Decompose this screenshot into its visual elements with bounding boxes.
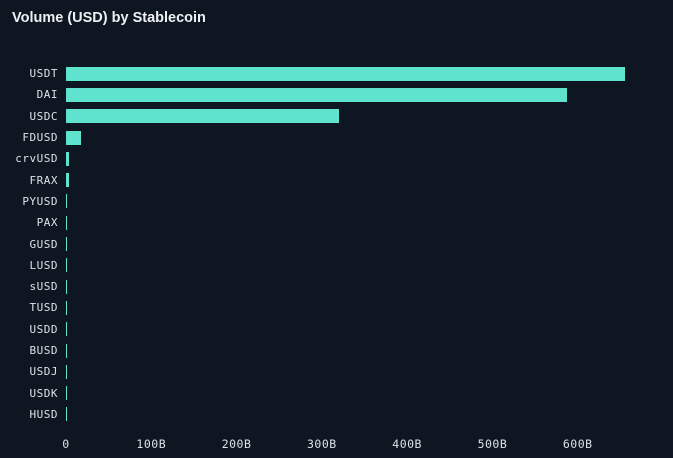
bar-row: GUSD [8,233,663,254]
bar-track [66,343,663,358]
category-label: USDD [29,322,58,336]
bar-PAX[interactable] [66,215,68,230]
bar-track [66,66,663,81]
bar-row: BUSD [8,340,663,361]
category-label: USDK [29,386,58,400]
bar-track [66,237,663,252]
bar-FRAX[interactable] [66,173,69,188]
bar-track [66,300,663,315]
bar-track [66,258,663,273]
x-tick-label: 200B [221,437,252,451]
category-label: sUSD [29,280,58,294]
category-label: USDJ [29,365,58,379]
category-label: FDUSD [22,131,58,145]
bar-track [66,173,663,188]
category-label: BUSD [29,344,58,357]
x-axis: 0 100B 200B 300B 400B 500B 600B [62,430,663,458]
bar-DAI[interactable] [66,87,567,102]
bar-row: HUSD [8,404,663,425]
category-label: HUSD [29,407,58,421]
bar-track [66,364,663,379]
bar-row: crvUSD [8,148,663,169]
bar-row: USDD [8,319,663,340]
bar-FDUSD[interactable] [66,130,82,145]
bar-row: FRAX [8,169,663,190]
category-label: TUSD [29,301,58,315]
x-tick-label: 300B [306,437,337,451]
x-tick-label: 500B [477,437,508,451]
category-label: GUSD [29,237,58,251]
category-label: crvUSD [15,152,58,166]
bar-track [66,279,663,294]
bar-row: FDUSD [8,127,663,148]
bar-row: USDT [8,63,663,84]
bar-USDD[interactable] [66,322,67,337]
bar-track [66,215,663,230]
category-label: USDT [29,67,58,81]
bar-LUSD[interactable] [66,258,67,273]
bar-track [66,322,663,337]
bar-row: PYUSD [8,191,663,212]
chart-title: Volume (USD) by Stablecoin [12,10,206,26]
category-label: DAI [36,88,58,102]
bar-row: PAX [8,212,663,233]
bar-track [66,194,663,209]
bar-track [66,130,663,145]
bar-PYUSD[interactable] [66,194,68,209]
plot-area: USDT DAI USDC FDUSD crvUSD FRAX PYUSD PAX GUSD LU… [8,63,663,430]
bar-row: DAI [8,84,663,105]
bar-row: USDK [8,382,663,403]
x-tick-label: 100B [136,437,167,451]
bar-sUSD[interactable] [66,279,67,294]
x-tick-label: 600B [562,437,593,451]
bar-track [66,407,663,422]
x-tick-label: 0 [62,437,70,451]
bar-track [66,87,663,102]
bar-row: sUSD [8,276,663,297]
bar-row: TUSD [8,297,663,318]
bar-TUSD[interactable] [66,300,67,315]
bar-GUSD[interactable] [66,237,67,252]
bar-USDT[interactable] [66,66,625,81]
bar-USDC[interactable] [66,109,339,124]
category-label: PAX [36,216,58,230]
bar-row: LUSD [8,255,663,276]
bar-track [66,109,663,124]
bar-crvUSD[interactable] [66,151,70,166]
bar-track [66,151,663,166]
bar-BUSD[interactable] [66,343,67,358]
bar-row: USDC [8,106,663,127]
category-label: USDC [29,109,58,123]
category-label: PYUSD [22,194,58,208]
bar-row: USDJ [8,361,663,382]
bar-track [66,386,663,401]
x-tick-label: 400B [392,437,422,451]
category-label: FRAX [29,173,58,187]
category-label: LUSD [29,258,58,272]
